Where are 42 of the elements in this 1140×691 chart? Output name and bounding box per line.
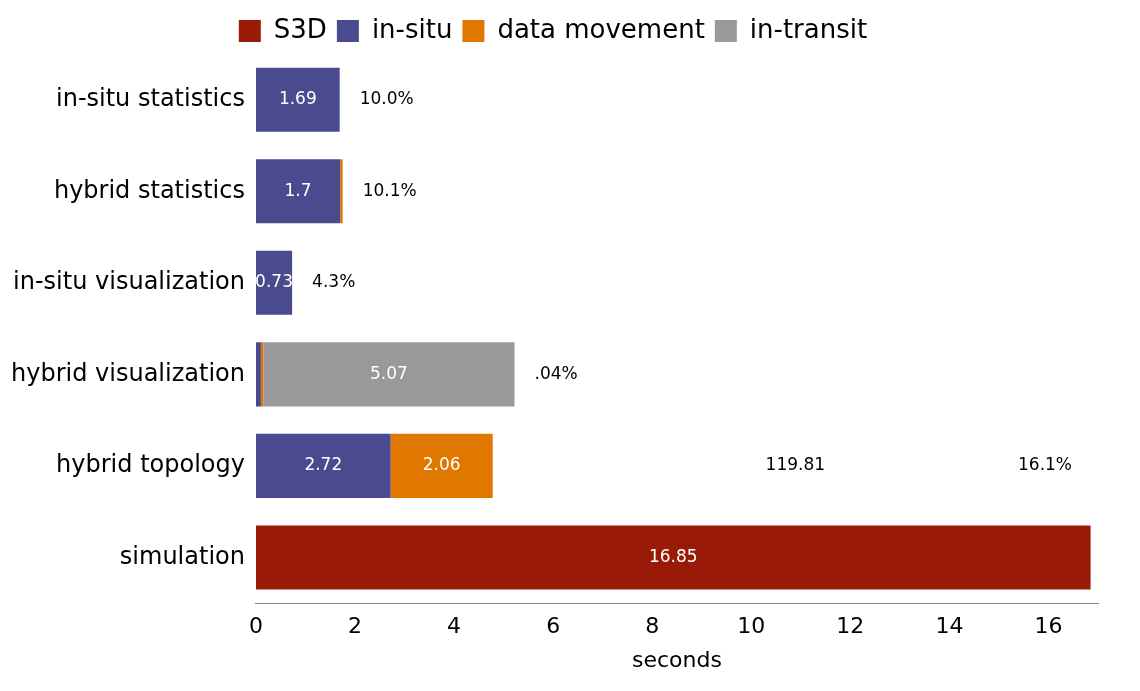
- bar: [390, 433, 493, 498]
- data-label: 16.85: [648, 545, 698, 566]
- x-tick-label: 0: [248, 613, 263, 639]
- bar: [255, 67, 340, 132]
- data-label: 1.69: [278, 88, 317, 109]
- legend-label: in-transit: [749, 13, 868, 44]
- data-label: 1.7: [284, 179, 312, 200]
- x-tick-label: 14: [935, 613, 964, 639]
- y-tick-label: in-situ visualization: [13, 267, 245, 296]
- bar: [255, 433, 391, 498]
- data-label: 2.06: [422, 454, 461, 475]
- y-tick-label: hybrid visualization: [11, 358, 245, 387]
- x-tick-label: 6: [546, 613, 561, 639]
- y-tick-label: simulation: [119, 541, 245, 570]
- x-tick-label: 10: [737, 613, 766, 639]
- bar: [255, 159, 341, 224]
- y-tick-label: hybrid statistics: [53, 175, 245, 204]
- bar: [255, 250, 293, 315]
- bar: [263, 342, 515, 407]
- data-label: 5.07: [370, 362, 408, 383]
- annotation: 16.1%: [1018, 454, 1073, 475]
- x-axis-title: seconds: [632, 646, 722, 672]
- bar: [340, 159, 343, 224]
- y-tick-label: hybrid topology: [56, 450, 245, 479]
- annotation: 119.81: [765, 454, 826, 475]
- data-label: 2.72: [304, 454, 343, 475]
- x-tick-label: 8: [645, 613, 660, 639]
- x-tick-label: 4: [447, 613, 462, 639]
- data-label: 0.73: [255, 271, 293, 292]
- x-tick-label: 12: [836, 613, 865, 639]
- bar: [255, 525, 1091, 590]
- annotation: 10.1%: [362, 179, 417, 200]
- annotation: .04%: [534, 362, 578, 383]
- bar: [255, 342, 261, 407]
- annotation: 10.0%: [359, 88, 414, 109]
- y-tick-label: in-situ statistics: [56, 84, 245, 112]
- annotation: 4.3%: [312, 271, 356, 292]
- x-tick-label: 2: [348, 613, 363, 639]
- x-tick-label: 16: [1034, 613, 1063, 639]
- legend-label: data movement: [497, 13, 705, 44]
- legend-label: in-situ: [371, 13, 453, 44]
- legend-label: S3D: [273, 13, 327, 44]
